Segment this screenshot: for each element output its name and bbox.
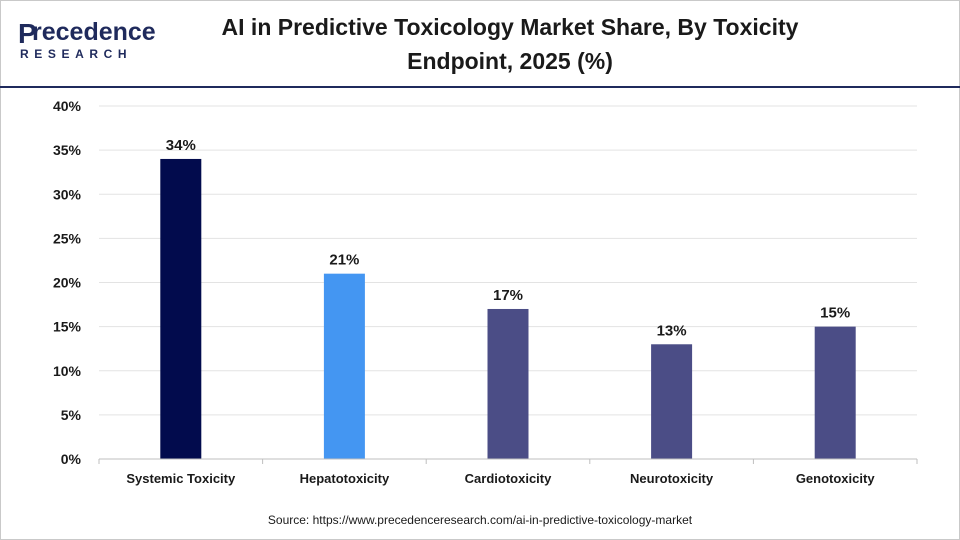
x-tick-label: Genotoxicity [796, 471, 876, 486]
x-tick-label: Neurotoxicity [630, 471, 714, 486]
chart-title-line-2: Endpoint, 2025 (%) [407, 48, 613, 74]
y-tick-label: 15% [53, 319, 82, 335]
header: P recedence RESEARCH AI in Predictive To… [0, 0, 960, 86]
x-axis: Systemic Toxicity Hepatotoxicity Cardiotox… [98, 458, 918, 486]
data-label: 13% [657, 322, 687, 339]
bar [160, 158, 202, 459]
y-tick-label: 30% [53, 186, 82, 202]
logo-initial: P [18, 18, 37, 49]
y-tick-label: 10% [53, 363, 82, 379]
data-label: 15% [820, 305, 850, 322]
logo-wordmark: recedence [32, 18, 156, 46]
y-tick-label: 0% [61, 451, 82, 467]
bar [814, 326, 856, 459]
chart-title: AI in Predictive Toxicology Market Share… [200, 10, 820, 78]
x-tick-label: Systemic Toxicity [126, 471, 236, 486]
value-labels: 34% 21% 17% 13% 15% [166, 137, 850, 339]
bar [651, 344, 693, 459]
data-label: 21% [329, 252, 359, 269]
y-tick-label: 40% [53, 98, 82, 114]
brand-logo: P recedence RESEARCH [18, 18, 158, 62]
data-label: 17% [493, 287, 523, 304]
y-tick-label: 5% [61, 407, 82, 423]
bars [160, 158, 856, 459]
y-tick-label: 25% [53, 230, 82, 246]
data-label: 34% [166, 137, 196, 154]
header-divider [0, 86, 960, 88]
x-tick-label: Cardiotoxicity [465, 471, 552, 486]
logo-subtitle: RESEARCH [20, 47, 133, 61]
y-axis-ticks: 0% 5% 10% 15% 20% 25% 30% 35% 40% [53, 98, 82, 467]
y-tick-label: 20% [53, 275, 82, 291]
bar [323, 273, 365, 459]
chart-title-line-1: AI in Predictive Toxicology Market Share… [221, 14, 799, 40]
y-tick-label: 35% [53, 142, 82, 158]
bar [487, 308, 529, 459]
source-note: Source: https://www.precedenceresearch.c… [267, 513, 693, 527]
x-tick-label: Hepatotoxicity [300, 471, 390, 486]
